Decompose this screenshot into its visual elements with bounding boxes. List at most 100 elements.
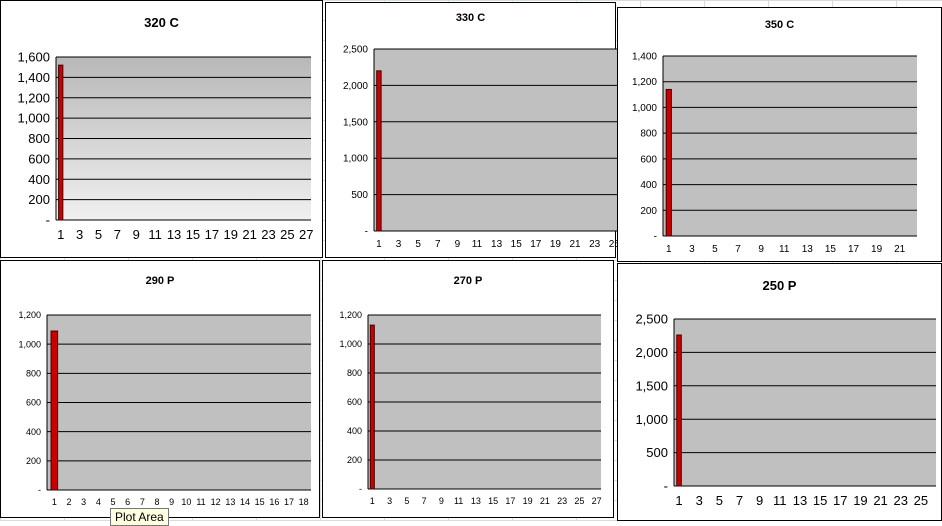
x-tick-label: 15	[255, 497, 265, 507]
plot-area	[674, 319, 936, 486]
x-tick-label: 15	[488, 496, 498, 506]
x-tick-label: 13	[793, 493, 807, 508]
chart-250p[interactable]: 250 P -500 1,000 1,500 2,000 2,500 1 3 5 7 9 11 13 1…	[617, 263, 942, 521]
y-tick-label: 1,500	[343, 117, 368, 128]
x-tick-label: 25	[280, 227, 294, 242]
x-tick-label: 19	[550, 239, 562, 250]
y-tick-label: -	[654, 232, 657, 243]
x-tick-label: 6	[125, 497, 130, 507]
chart-270p[interactable]: 270 P -200 400 600 800 1,000 1,200 1 3 5 7 9 11 13 15…	[322, 260, 614, 518]
x-tick-label: 9	[756, 493, 763, 508]
x-tick-label: 15	[813, 493, 827, 508]
x-tick-label: 21	[540, 496, 550, 506]
x-tick-label: 7	[735, 244, 741, 255]
x-tick-label: 17	[205, 227, 219, 242]
x-tick-label: 7	[114, 227, 121, 242]
data-bar	[665, 88, 672, 237]
y-tick-label: 500	[351, 190, 368, 201]
x-tick-label: 23	[589, 239, 601, 250]
y-tick-label: 400	[640, 180, 657, 191]
x-tick-label: 23	[893, 493, 907, 508]
y-tick-label: 2,500	[343, 45, 368, 56]
y-tick-label: 1,000	[18, 339, 41, 349]
x-tick-label: 3	[387, 496, 392, 506]
x-tick-label: 11	[773, 493, 787, 508]
x-tick-label: 13	[471, 496, 481, 506]
x-tick-label: 1	[666, 244, 672, 255]
x-tick-label: 11	[454, 496, 463, 506]
x-tick-label: 13	[802, 244, 814, 255]
chart-title: 320 C	[144, 15, 179, 30]
y-tick-label: 200	[28, 192, 50, 207]
chart-350c[interactable]: 350 C -200 400 600 800 1,000 1,200 1,400 1 3 5 7 9 1…	[617, 7, 942, 262]
y-tick-label: 200	[26, 456, 41, 466]
x-tick-label: 3	[81, 497, 86, 507]
data-bar	[376, 70, 382, 232]
x-tick-label: 5	[716, 493, 723, 508]
x-tick-label: 23	[557, 496, 567, 506]
data-bar	[50, 330, 59, 491]
x-tick-label: 7	[736, 493, 743, 508]
y-tick-label: 1,000	[343, 154, 368, 165]
x-tick-label: 3	[696, 493, 703, 508]
x-tick-label: 10	[181, 497, 191, 507]
x-tick-label: 2	[66, 497, 71, 507]
x-tick-label: 1	[52, 497, 57, 507]
x-tick-label: 23	[261, 227, 275, 242]
x-tick-label: 13	[491, 239, 503, 250]
x-tick-label: 7	[435, 239, 441, 250]
y-tick-label: 1,200	[339, 310, 362, 320]
x-tick-label: 17	[530, 239, 542, 250]
plot-area-tooltip: Plot Area	[110, 508, 169, 526]
plot-area	[663, 56, 917, 236]
x-tick-label: 11	[779, 244, 790, 255]
y-tick-label: -	[359, 484, 362, 494]
x-tick-label: 4	[96, 497, 101, 507]
x-tick-label: 11	[472, 239, 483, 250]
y-tick-label: 1,200	[632, 77, 657, 88]
y-tick-label: 800	[640, 129, 657, 140]
chart-330c[interactable]: 330 C -500 1,000 1,500 2,000 2,500 1 3 5 7 9 11 13 1…	[325, 2, 629, 258]
x-tick-label: 17	[505, 496, 515, 506]
x-tick-label: 17	[848, 244, 860, 255]
y-tick-label: 2,000	[635, 345, 668, 360]
chart-title: 350 C	[764, 19, 795, 31]
y-tick-label: -	[38, 485, 41, 495]
x-tick-label: 15	[511, 239, 523, 250]
x-tick-label: 12	[211, 497, 221, 507]
x-tick-label: 15	[825, 244, 837, 255]
chart-290p[interactable]: 290 P -200 400 600 800 1,000 1,200 1 2 3 4 5 6 7 8 9 10…	[0, 260, 320, 518]
y-tick-label: 1,000	[17, 111, 50, 126]
x-tick-label: 25	[609, 239, 621, 250]
y-tick-label: 600	[26, 398, 41, 408]
y-tick-label: 1,500	[635, 378, 668, 393]
x-tick-label: 9	[133, 227, 140, 242]
y-tick-label: 500	[646, 445, 668, 460]
chart-title: 290 P	[145, 275, 175, 287]
y-tick-label: 1,000	[339, 339, 362, 349]
x-tick-label: 8	[154, 497, 159, 507]
x-tick-label: 21	[242, 227, 256, 242]
x-tick-label: 19	[223, 227, 237, 242]
data-bar	[676, 334, 682, 487]
chart-title: 330 C	[455, 12, 486, 24]
y-tick-label: 1,400	[17, 70, 50, 85]
x-tick-label: 21	[569, 239, 581, 250]
y-tick-label: 1,600	[17, 50, 50, 65]
x-tick-label: 3	[396, 239, 402, 250]
x-tick-label: 5	[110, 497, 115, 507]
y-tick-label: 600	[640, 154, 657, 165]
y-tick-label: 200	[640, 206, 657, 217]
y-tick-label: 800	[347, 368, 362, 378]
chart-title: 270 P	[453, 275, 483, 287]
chart-320c[interactable]: 320 C - 200 400 600 800 1,000 1,200 1,400 1,600 1…	[0, 0, 323, 258]
x-tick-label: 13	[167, 227, 181, 242]
y-tick-label: 1,000	[635, 412, 668, 427]
x-tick-label: 9	[169, 497, 174, 507]
y-tick-label: -	[365, 227, 368, 238]
x-tick-label: 19	[523, 496, 533, 506]
